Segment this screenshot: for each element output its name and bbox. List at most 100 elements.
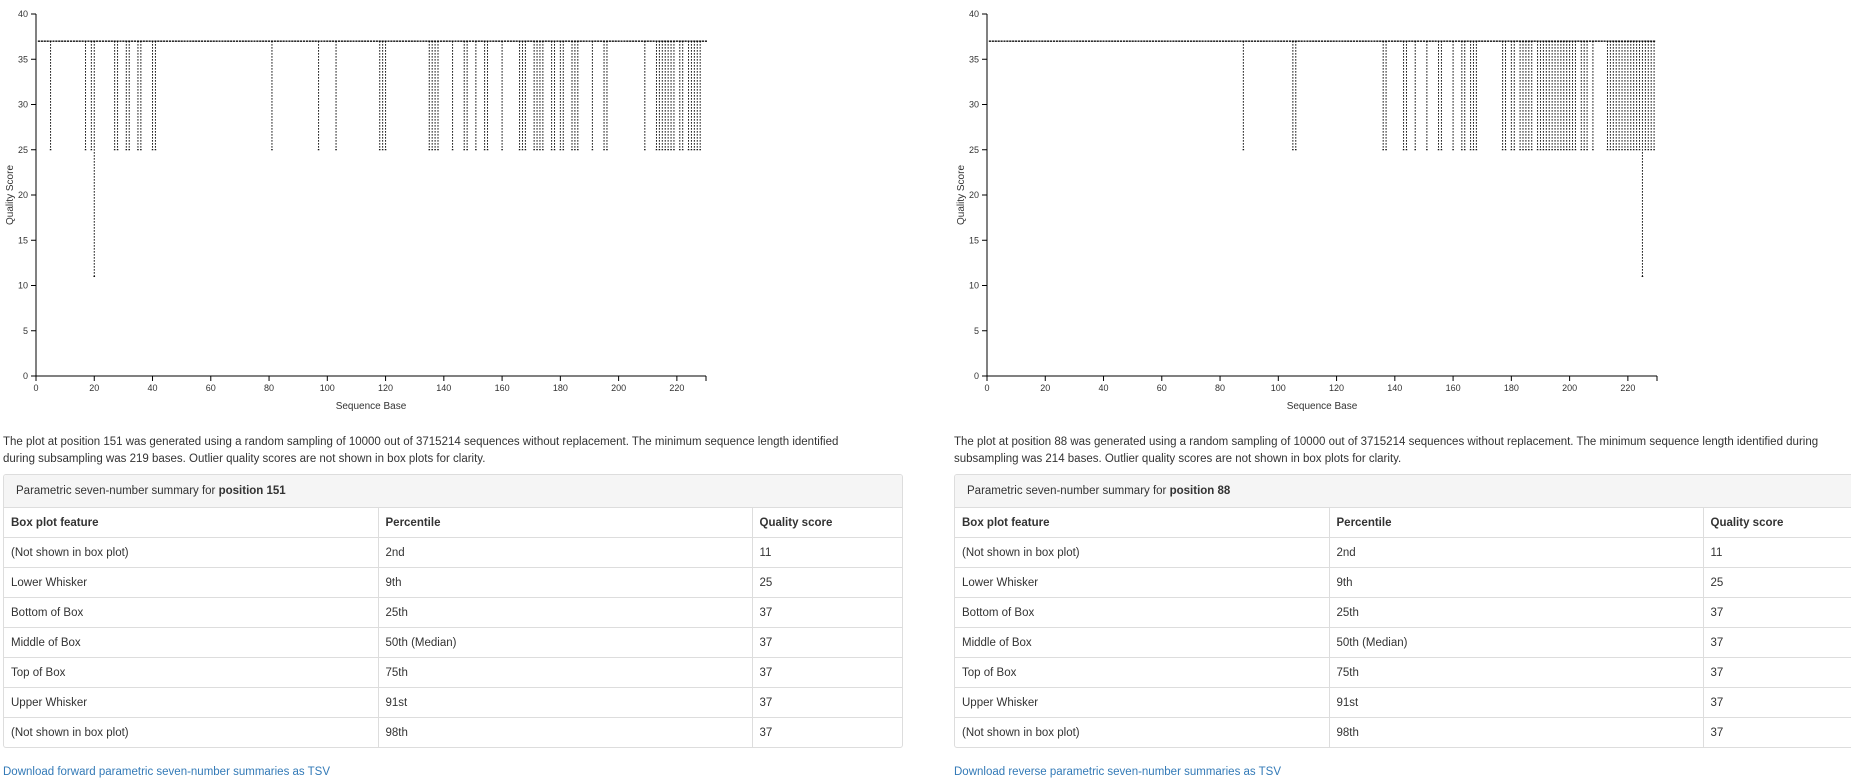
table-cell: 37	[752, 717, 902, 747]
box-plot-position	[317, 40, 320, 151]
box-plot-position	[1519, 40, 1522, 151]
box-plot-position	[1591, 40, 1594, 151]
x-tick-label: 220	[669, 383, 684, 393]
x-tick-label: 180	[1504, 383, 1519, 393]
box-plot-position	[655, 40, 658, 151]
box-plot-position	[1530, 40, 1533, 151]
summary-panel: Parametric seven-number summary for posi…	[3, 474, 903, 748]
x-tick-label: 80	[264, 383, 274, 393]
summary-table: Box plot feature Percentile Quality score (…	[4, 508, 902, 747]
box-plot-position	[562, 40, 565, 151]
box-plot-position	[1542, 40, 1545, 151]
download-reverse-tsv-link[interactable]: Download reverse parametric seven-number…	[954, 766, 1282, 778]
x-tick-label: 60	[206, 383, 216, 393]
x-axis-label: Sequence Base	[1287, 401, 1358, 412]
table-cell: 9th	[1329, 567, 1704, 598]
x-tick-label: 140	[1387, 383, 1402, 393]
table-cell: 50th (Median)	[1329, 627, 1704, 658]
box-plot-position	[381, 40, 384, 151]
table-cell: Bottom of Box	[955, 597, 1330, 628]
summary-table: Box plot feature Percentile Quality score (…	[955, 508, 1851, 747]
x-tick-label: 40	[148, 383, 158, 393]
table-row: (Not shown in box plot) 2nd 11	[955, 537, 1851, 568]
download-forward-tsv-link[interactable]: Download forward parametric seven-number…	[3, 766, 331, 778]
table-row: Upper Whisker 91st 37	[955, 687, 1851, 718]
box-plot-position	[84, 40, 87, 151]
x-tick-label: 200	[611, 383, 626, 393]
box-plot-position	[1414, 40, 1417, 151]
box-plot-position	[1618, 40, 1621, 151]
x-tick-label: 120	[378, 383, 393, 393]
table-cell: 9th	[378, 567, 753, 598]
box-plot-position	[1568, 40, 1571, 151]
box-plot-position	[93, 40, 96, 277]
y-tick-label: 5	[974, 326, 979, 336]
x-tick-label: 40	[1099, 383, 1109, 393]
box-plot-position	[672, 40, 675, 151]
table-cell: 25	[752, 567, 902, 598]
x-tick-label: 160	[1446, 383, 1461, 393]
plot-description: The plot at position 151 was generated u…	[3, 436, 839, 465]
x-tick-label: 200	[1562, 383, 1577, 393]
table-cell: 98th	[378, 717, 753, 747]
table-cell: 2nd	[378, 537, 753, 568]
box-plot-position	[270, 40, 273, 151]
box-plot-position	[434, 40, 437, 151]
box-plot-position	[384, 40, 387, 151]
box-plot-position	[1583, 40, 1586, 151]
table-cell: 75th	[378, 657, 753, 688]
box-plot-position	[670, 40, 673, 151]
box-plot-position	[1472, 40, 1475, 151]
table-row: Upper Whisker 91st 37	[4, 687, 902, 718]
box-plot-position	[693, 40, 696, 151]
table-row: (Not shown in box plot) 2nd 11	[4, 537, 902, 568]
table-header-row: Box plot feature Percentile Quality score	[4, 508, 902, 538]
table-cell: Top of Box	[955, 657, 1330, 688]
table-cell: 37	[752, 627, 902, 658]
box-plot-position	[591, 40, 594, 151]
box-plot-position	[1501, 40, 1504, 151]
box-plot-position	[1644, 40, 1647, 151]
box-plot-position	[603, 40, 606, 151]
box-plot-position	[661, 40, 664, 151]
box-plot-position	[1609, 40, 1612, 151]
table-cell: Lower Whisker	[955, 567, 1330, 598]
box-plot-position	[1402, 40, 1405, 151]
x-tick-label: 20	[1040, 383, 1050, 393]
box-plot-position	[151, 40, 154, 151]
x-tick-label: 220	[1620, 383, 1635, 393]
box-plot-position	[699, 40, 702, 151]
y-tick-label: 35	[18, 54, 28, 64]
table-row: Middle of Box 50th (Median) 37	[955, 627, 1851, 658]
y-tick-label: 25	[969, 145, 979, 155]
table-cell: 37	[1703, 687, 1851, 718]
table-cell: 11	[752, 537, 902, 568]
x-tick-label: 100	[320, 383, 335, 393]
table-row: Middle of Box 50th (Median) 37	[4, 627, 902, 658]
box-plot-position	[571, 40, 573, 151]
y-tick-label: 0	[974, 371, 979, 381]
box-plot-position	[1556, 40, 1559, 151]
box-plot-position	[605, 40, 608, 151]
box-plot-position	[1580, 40, 1583, 151]
x-tick-label: 140	[436, 383, 451, 393]
box-plot-position	[1425, 40, 1428, 151]
box-plot-position	[1469, 40, 1472, 151]
box-plot-position	[1571, 40, 1574, 151]
box-plot-position	[1291, 40, 1294, 151]
box-plot-position	[431, 40, 434, 151]
box-plot-position	[538, 40, 541, 151]
box-plot-position	[1586, 40, 1589, 151]
box-plot-position	[1452, 40, 1455, 151]
x-tick-label: 80	[1215, 383, 1225, 393]
summary-heading: Parametric seven-number summary for posi…	[955, 475, 1851, 508]
y-tick-label: 10	[18, 281, 28, 291]
box-plot-position	[664, 40, 667, 151]
box-plot-position	[1615, 40, 1618, 151]
table-cell: (Not shown in box plot)	[4, 717, 379, 747]
table-row: Bottom of Box 25th 37	[955, 597, 1851, 628]
table-cell: 25th	[378, 597, 753, 628]
box-plot-position	[1548, 40, 1551, 151]
table-cell: (Not shown in box plot)	[955, 717, 1330, 747]
table-cell: 75th	[1329, 657, 1704, 688]
